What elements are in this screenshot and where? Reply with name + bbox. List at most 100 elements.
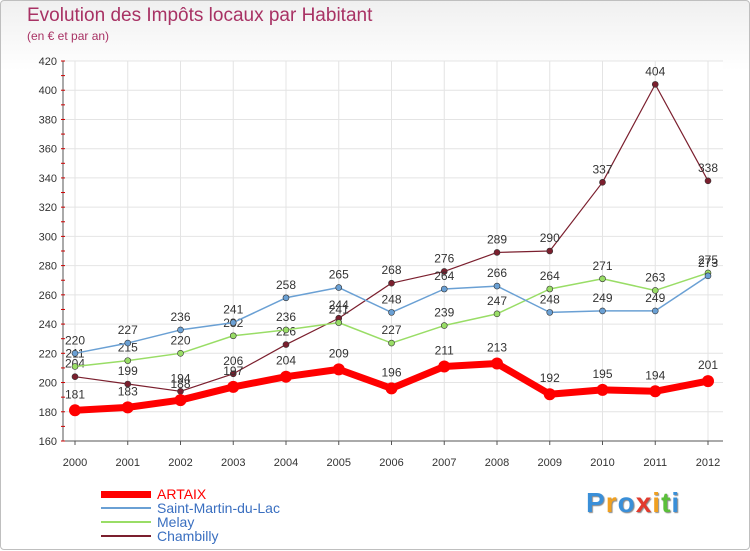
data-label-saint-martin-du-lac: 258 <box>276 278 296 292</box>
point-saint-martin-du-lac <box>124 339 132 347</box>
data-label-artaix: 213 <box>487 341 507 355</box>
legend-label-melay: Melay <box>157 514 195 530</box>
y-tick-label: 340 <box>39 173 57 185</box>
data-label-melay: 264 <box>540 269 560 283</box>
data-label-melay: 275 <box>698 253 718 267</box>
point-chambilly <box>651 81 659 88</box>
point-chambilly <box>124 380 132 388</box>
legend-swatch-artaix <box>101 490 151 498</box>
data-label-artaix: 197 <box>223 364 243 378</box>
data-label-saint-martin-du-lac: 236 <box>170 310 190 324</box>
logo-letter: t <box>661 487 672 518</box>
logo-letter: x <box>635 487 653 518</box>
data-label-chambilly: 404 <box>645 64 665 78</box>
data-label-chambilly: 199 <box>118 364 138 378</box>
y-tick-label: 380 <box>39 114 57 126</box>
legend-item-chambilly: Chambilly <box>101 529 280 543</box>
x-tick-label: 2003 <box>221 457 245 469</box>
logo-letter: o <box>617 487 636 518</box>
point-saint-martin-du-lac <box>546 309 554 316</box>
data-label-artaix: 209 <box>329 346 349 360</box>
data-label-melay: 247 <box>487 294 507 308</box>
data-label-chambilly: 206 <box>223 354 243 368</box>
y-tick-label: 300 <box>39 231 57 243</box>
point-chambilly <box>546 247 554 255</box>
legend-swatch-melay <box>101 521 151 523</box>
point-artaix <box>280 370 292 383</box>
point-chambilly <box>71 373 79 380</box>
x-tick-label: 2010 <box>590 457 614 469</box>
data-label-saint-martin-du-lac: 241 <box>223 303 243 317</box>
chart-title: Evolution des Impôts locaux par Habitant <box>27 5 373 26</box>
point-artaix <box>438 360 451 373</box>
data-label-chambilly: 268 <box>381 263 401 277</box>
point-artaix <box>702 375 714 388</box>
legend-label-artaix: ARTAIX <box>157 486 207 502</box>
data-label-melay: 241 <box>329 303 349 317</box>
x-tick-label: 2005 <box>327 457 351 469</box>
legend-swatch-chambilly <box>101 535 151 537</box>
data-label-artaix: 204 <box>276 354 296 368</box>
y-tick-label: 360 <box>39 144 57 156</box>
logo-letter: r <box>605 487 618 518</box>
data-label-artaix: 181 <box>65 387 85 401</box>
data-label-saint-martin-du-lac: 264 <box>434 269 454 283</box>
data-label-artaix: 211 <box>435 343 454 357</box>
y-tick-label: 160 <box>39 436 57 448</box>
point-artaix <box>332 363 345 376</box>
x-tick-label: 2002 <box>168 457 192 469</box>
point-melay <box>124 357 132 364</box>
data-label-chambilly: 338 <box>698 161 718 175</box>
point-saint-martin-du-lac <box>71 350 79 357</box>
y-tick-label: 420 <box>39 56 57 68</box>
data-label-saint-martin-du-lac: 266 <box>487 266 507 280</box>
data-label-melay: 263 <box>645 270 665 284</box>
chart-subtitle: (en € et par an) <box>27 29 110 43</box>
data-label-chambilly: 289 <box>487 232 507 246</box>
point-artaix <box>596 383 609 396</box>
point-saint-martin-du-lac <box>599 307 606 315</box>
y-tick-label: 240 <box>39 319 57 331</box>
legend-label-saint-martin: Saint-Martin-du-Lac <box>157 500 280 516</box>
logo-letter: i <box>652 487 662 518</box>
point-saint-martin-du-lac <box>493 282 501 290</box>
point-melay <box>229 332 237 340</box>
y-tick-label: 400 <box>39 85 57 97</box>
point-melay <box>388 339 395 347</box>
data-label-artaix: 188 <box>170 377 190 391</box>
data-label-melay: 271 <box>592 259 612 273</box>
legend-item-melay: Melay <box>101 515 280 529</box>
legend-item-artaix: ARTAIX <box>101 487 280 501</box>
plot-area <box>63 61 723 441</box>
point-saint-martin-du-lac <box>335 284 343 291</box>
x-tick-label: 2009 <box>538 457 562 469</box>
x-tick-label: 2004 <box>274 457 298 469</box>
point-saint-martin-du-lac <box>282 294 290 302</box>
point-saint-martin-du-lac <box>704 272 712 280</box>
point-melay <box>493 310 501 318</box>
point-melay <box>651 287 659 294</box>
data-label-saint-martin-du-lac: 220 <box>65 333 85 347</box>
point-artaix <box>491 357 503 370</box>
data-label-melay: 239 <box>434 306 454 320</box>
y-tick-label: 220 <box>39 348 57 360</box>
point-melay <box>440 322 448 329</box>
data-label-artaix: 194 <box>645 368 665 382</box>
data-label-chambilly: 276 <box>434 251 454 265</box>
data-label-melay: 220 <box>170 333 190 347</box>
point-melay <box>71 363 79 370</box>
logo-letter: i <box>671 487 681 518</box>
point-chambilly <box>493 249 501 256</box>
x-tick-label: 2011 <box>643 457 667 469</box>
point-artaix <box>69 404 81 417</box>
data-label-chambilly: 290 <box>540 231 560 245</box>
data-label-saint-martin-du-lac: 248 <box>540 292 560 306</box>
data-label-saint-martin-du-lac: 249 <box>592 291 612 305</box>
logo-letter: P <box>586 487 606 518</box>
point-saint-martin-du-lac <box>651 307 659 315</box>
point-saint-martin-du-lac <box>440 285 448 293</box>
point-artaix <box>174 394 187 407</box>
proxiti-logo: Proxiti <box>586 487 680 519</box>
data-label-chambilly: 244 <box>329 298 349 312</box>
